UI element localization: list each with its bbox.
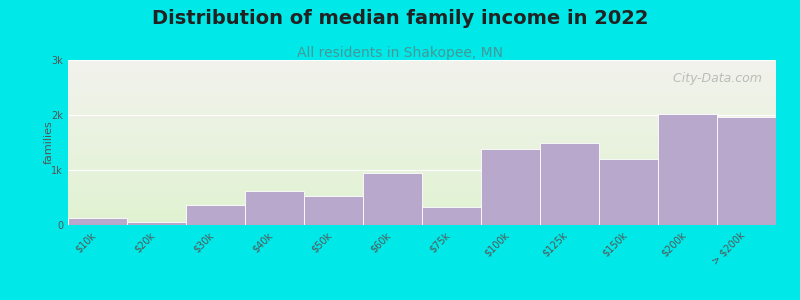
Text: Distribution of median family income in 2022: Distribution of median family income in … [152,9,648,28]
Bar [304,196,363,225]
Bar [68,218,127,225]
Bar [481,149,540,225]
Text: City-Data.com: City-Data.com [665,71,762,85]
Bar [186,205,245,225]
Text: All residents in Shakopee, MN: All residents in Shakopee, MN [297,46,503,61]
Bar [599,159,658,225]
Bar [422,207,481,225]
Bar [127,222,186,225]
Bar [245,191,304,225]
Bar [363,173,422,225]
Bar [540,143,599,225]
Bar [658,114,717,225]
Y-axis label: families: families [43,121,54,164]
Bar [717,117,776,225]
